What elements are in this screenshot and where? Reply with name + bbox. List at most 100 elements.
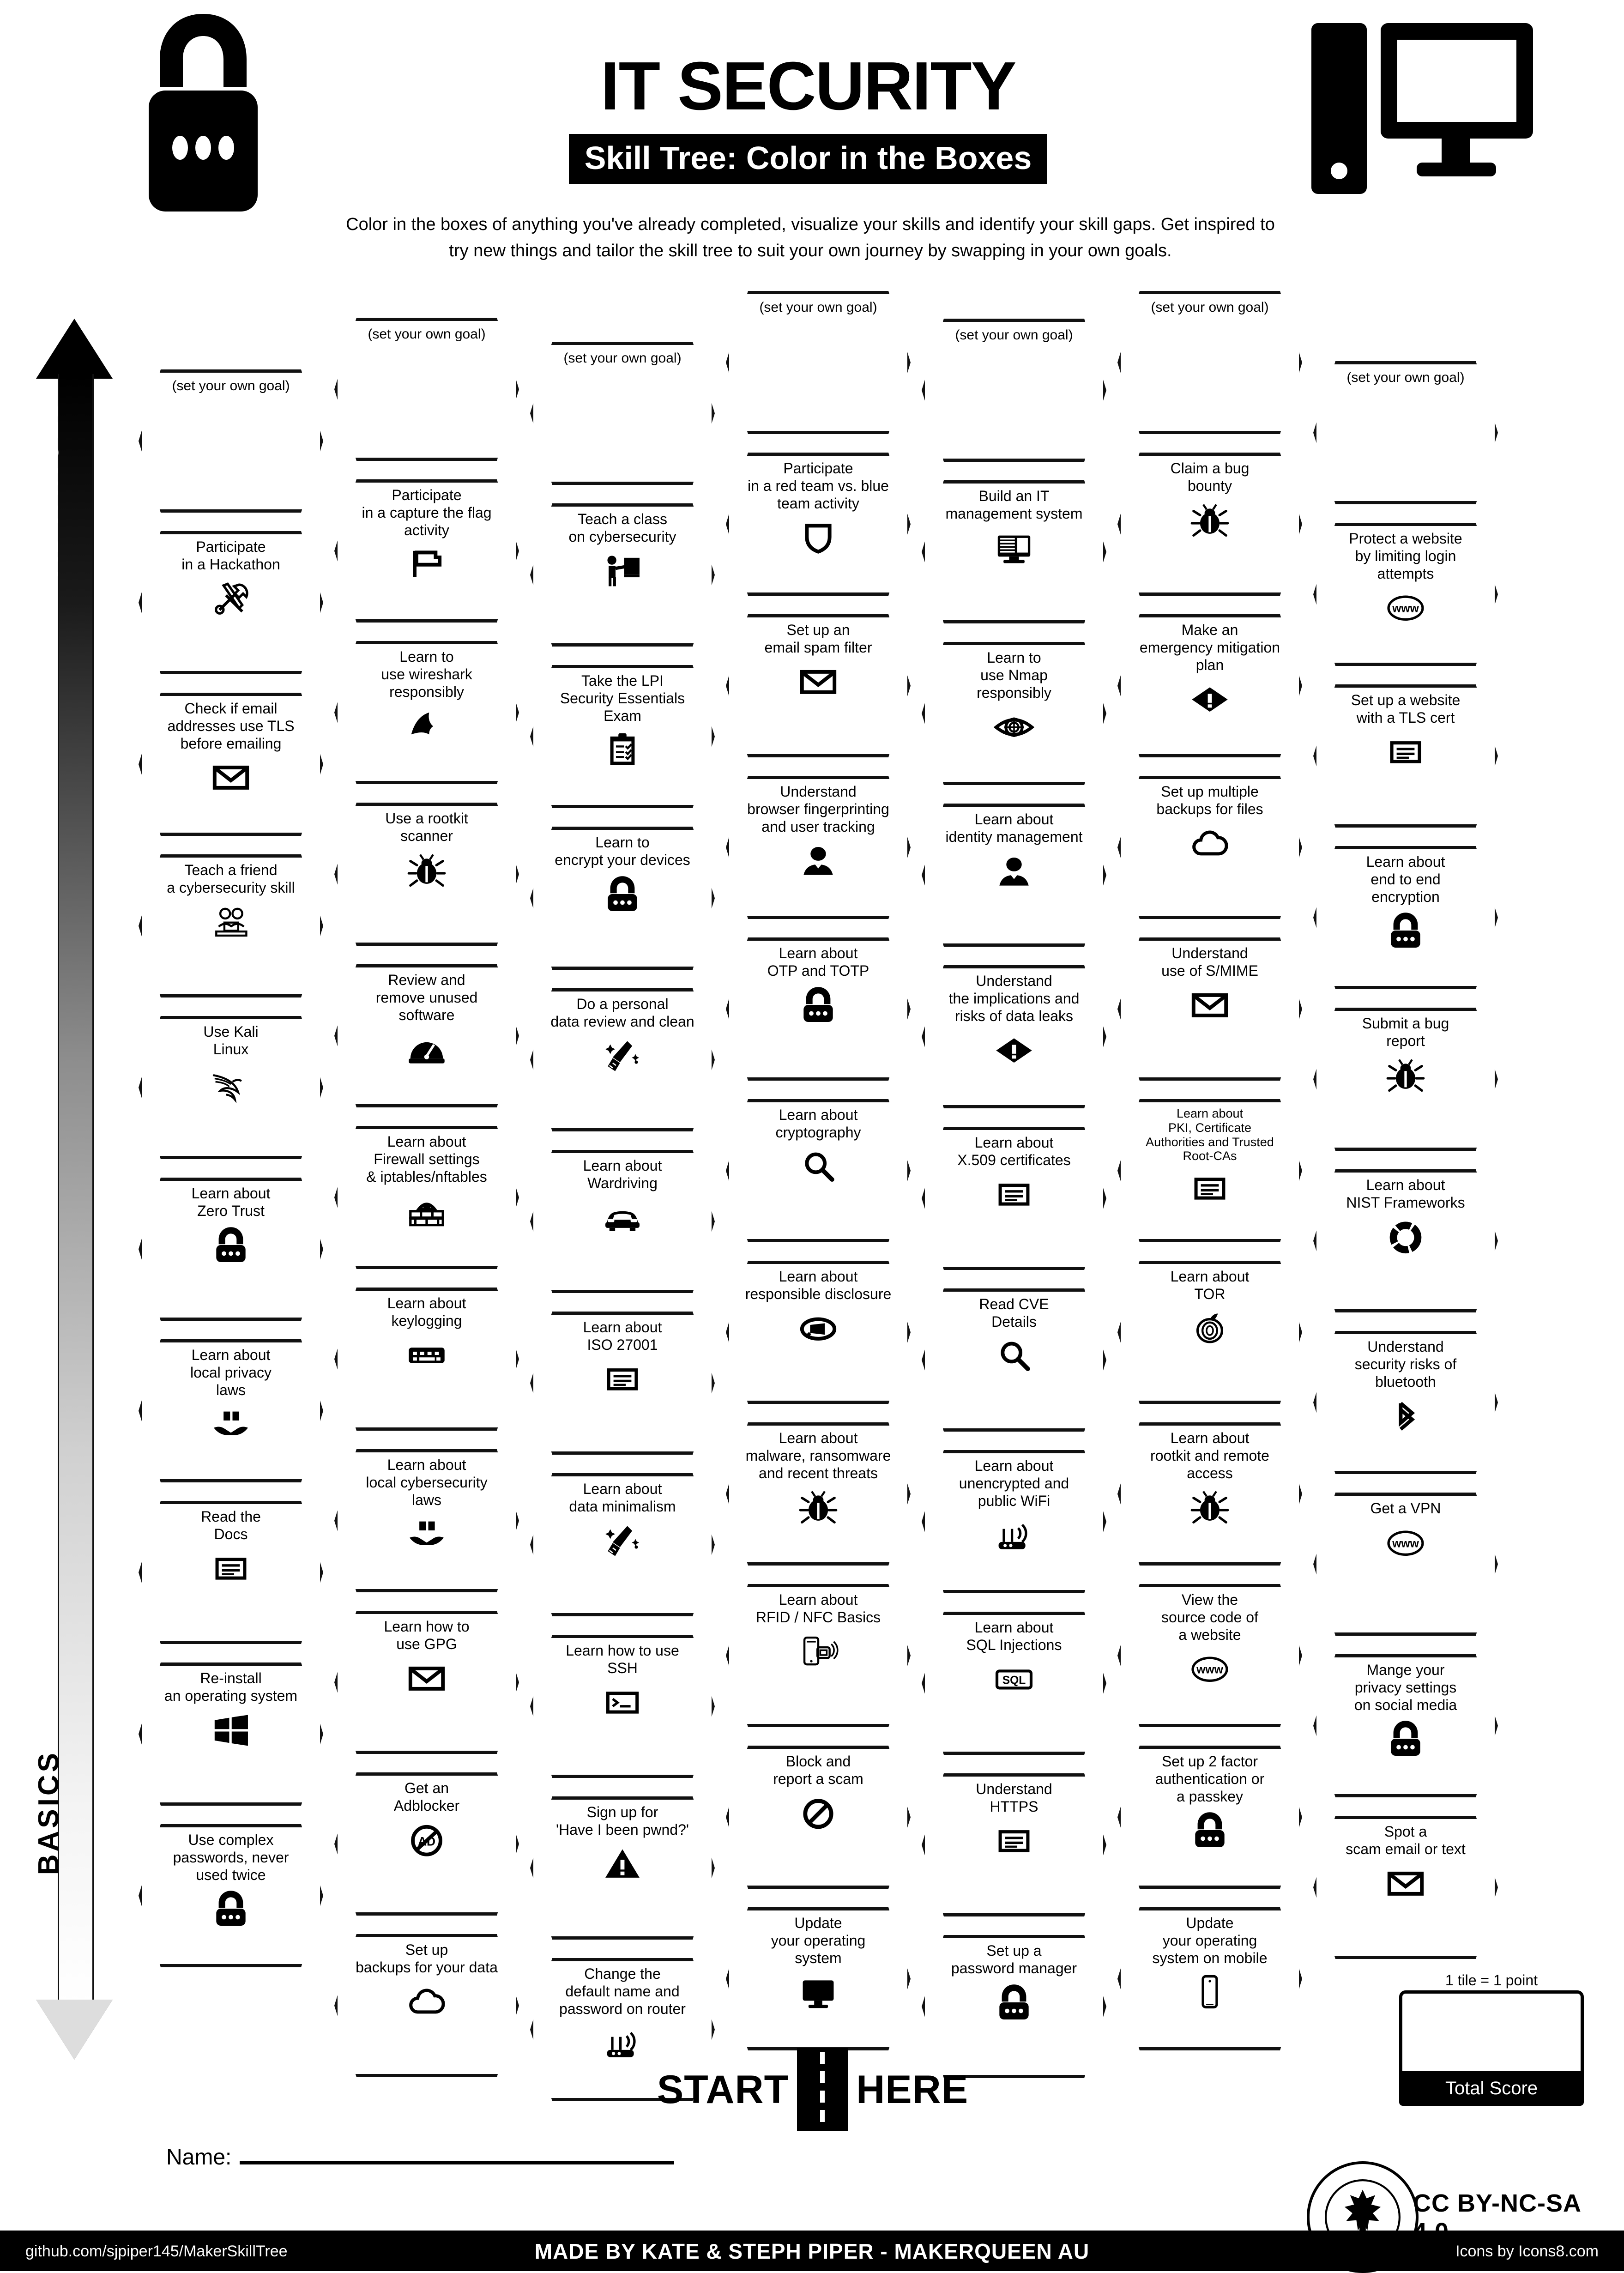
skill-tile[interactable]: Learn about NIST Frameworks [1313, 1169, 1498, 1312]
envelope-icon [798, 660, 839, 703]
skill-tile-label: Protect a website by limiting login attemp… [1349, 530, 1462, 582]
skill-tile[interactable]: Learn how to use GPG [334, 1611, 519, 1754]
skill-tile[interactable]: (set your own goal) [1117, 291, 1302, 434]
skill-tile[interactable]: Learn about cryptography [726, 1099, 911, 1242]
hex-outline [726, 453, 911, 596]
skill-tile[interactable]: Use complex passwords, never used twice [139, 1824, 323, 1967]
skill-tile[interactable]: View the source code of a website www [1117, 1584, 1302, 1727]
skill-tile[interactable]: Teach a class on cybersecurity [530, 503, 715, 647]
skill-tile[interactable]: Learn about responsible disclosure [726, 1261, 911, 1404]
skill-tile[interactable]: Review and remove unused software [334, 964, 519, 1107]
skill-tile[interactable]: (set your own goal) [1313, 361, 1498, 504]
skill-tile[interactable]: Learn about OTP and TOTP [726, 937, 911, 1081]
footer-repo-link[interactable]: github.com/sjpiper145/MakerSkillTree [25, 2243, 288, 2260]
skill-tile[interactable]: Understand use of S/MIME [1117, 937, 1302, 1081]
skill-tile[interactable]: Teach a friend a cybersecurity skill [139, 854, 323, 997]
skill-tile[interactable]: Read the Docs [139, 1501, 323, 1644]
skill-tile-label: (set your own goal) [759, 300, 877, 315]
skill-tile[interactable]: Get a VPN www [1313, 1493, 1498, 1636]
skill-tile[interactable]: Build an IT management system [922, 480, 1106, 623]
skill-tile[interactable]: Learn about keylogging [334, 1288, 519, 1431]
skill-tile[interactable]: Claim a bug bounty [1117, 453, 1302, 596]
skill-tile[interactable]: Learn how to use SSH [530, 1635, 715, 1778]
skill-tile[interactable]: Learn about unencrypted and public WiFi [922, 1450, 1106, 1593]
skill-tile[interactable]: Learn about data minimalism [530, 1473, 715, 1616]
tile-content: Read CVE Details [922, 1288, 1106, 1432]
skill-tile-label: Make an emergency mitigation plan [1139, 622, 1280, 673]
name-input-line[interactable] [240, 2143, 674, 2164]
skill-tile[interactable]: Set up an email spam filter [726, 614, 911, 757]
skill-tile[interactable]: Block and report a scam [726, 1746, 911, 1889]
skill-tile[interactable]: Set up a password manager [922, 1935, 1106, 2078]
skill-tile[interactable]: Learn to use Nmap responsibly [922, 642, 1106, 785]
total-score-box[interactable]: Total Score [1399, 1990, 1584, 2106]
skill-tile[interactable]: Learn about Firewall settings & iptables/n… [334, 1126, 519, 1269]
skill-tile[interactable]: (set your own goal) [530, 342, 715, 485]
tile-content: Spot a scam email or text [1313, 1816, 1498, 1959]
skill-tile[interactable]: Spot a scam email or text [1313, 1816, 1498, 1959]
skill-tile[interactable]: Learn to encrypt your devices [530, 827, 715, 970]
tile-content: Understand the implications and risks of d… [922, 965, 1106, 1108]
skill-tile[interactable]: Learn about end to end encryption [1313, 846, 1498, 989]
skill-tile[interactable]: Understand security risks of bluetooth [1313, 1331, 1498, 1474]
skill-tile[interactable]: Participate in a Hackathon [139, 531, 323, 674]
skill-tile[interactable]: (set your own goal) [726, 291, 911, 434]
donut-chart-icon [1385, 1215, 1426, 1258]
skill-tile[interactable]: Learn about malware, ransomware and recent… [726, 1422, 911, 1566]
skill-tile[interactable]: Update your operating system on mobile [1117, 1907, 1302, 2050]
skill-tile[interactable]: Learn about identity management [922, 804, 1106, 947]
skill-tile[interactable]: Re-install an operating system [139, 1662, 323, 1806]
skill-tile[interactable]: Learn about SQL Injections SQL [922, 1612, 1106, 1755]
skill-tile[interactable]: (set your own goal) [334, 318, 519, 461]
skill-tile[interactable]: Participate in a capture the flag activity [334, 479, 519, 623]
skill-tile-label: (set your own goal) [1151, 300, 1269, 315]
skill-tile[interactable]: (set your own goal) [139, 369, 323, 513]
subtitle-wrap: Skill Tree: Color in the Boxes [416, 134, 1201, 184]
skill-tile[interactable]: Do a personal data review and clean [530, 988, 715, 1131]
hex-outline [1313, 361, 1498, 504]
skill-tile[interactable]: Learn about local privacy laws [139, 1339, 323, 1482]
skill-tile-label: Learn about NIST Frameworks [1346, 1177, 1465, 1211]
skill-tile[interactable]: Use Kali Linux [139, 1016, 323, 1159]
skill-tile[interactable]: Set up backups for your data [334, 1934, 519, 2077]
skill-tile[interactable]: Learn about ISO 27001 [530, 1312, 715, 1455]
skill-tile[interactable]: Learn about PKI, Certificate Authorities a… [1117, 1099, 1302, 1242]
skill-tile[interactable]: Participate in a red team vs. blue team ac… [726, 453, 911, 596]
skill-tile[interactable]: Set up a website with a TLS cert [1313, 684, 1498, 828]
skill-tile[interactable]: Understand browser fingerprinting and user… [726, 776, 911, 919]
skill-tile[interactable]: Submit a bug report [1313, 1008, 1498, 1151]
skill-tile[interactable]: Set up 2 factor authentication or a passke… [1117, 1746, 1302, 1889]
skill-tile[interactable]: Understand the implications and risks of d… [922, 965, 1106, 1108]
skill-tile-label: Learn about RFID / NFC Basics [755, 1591, 881, 1626]
tile-content: Learn how to use GPG [334, 1611, 519, 1754]
tile-content: (set your own goal) [530, 342, 715, 485]
skill-tile[interactable]: (set your own goal) [922, 319, 1106, 462]
footer-icons-credit[interactable]: Icons by Icons8.com [1455, 2243, 1599, 2260]
skill-tile[interactable]: Learn about Zero Trust [139, 1178, 323, 1321]
skill-tile[interactable]: Read CVE Details [922, 1288, 1106, 1432]
skill-tile[interactable]: Make an emergency mitigation plan [1117, 614, 1302, 757]
router-icon [602, 2021, 643, 2064]
skill-tile[interactable]: Mange your privacy settings on social medi… [1313, 1654, 1498, 1797]
skill-tile[interactable]: Learn about RFID / NFC Basics [726, 1584, 911, 1727]
skill-tile[interactable]: Set up multiple backups for files [1117, 776, 1302, 919]
skill-tile-label: Sign up for 'Have I been pwnd?' [556, 1804, 689, 1838]
skill-tile[interactable]: Learn to use wireshark responsibly [334, 641, 519, 784]
skill-tile[interactable]: Update your operating system [726, 1907, 911, 2050]
skill-tile[interactable]: Learn about TOR [1117, 1261, 1302, 1404]
tile-content: Learn about Firewall settings & iptables/n… [334, 1126, 519, 1269]
skill-tile[interactable]: Understand HTTPS [922, 1773, 1106, 1916]
skill-tile[interactable]: Learn about local cybersecurity laws [334, 1449, 519, 1592]
skill-tile[interactable]: Use a rootkit scanner [334, 803, 519, 946]
skill-tile[interactable]: Learn about Wardriving [530, 1150, 715, 1293]
skill-tile[interactable]: Learn about X.509 certificates [922, 1127, 1106, 1270]
skill-tile[interactable]: Learn about rootkit and remote access [1117, 1422, 1302, 1566]
skill-tile[interactable]: Check if email addresses use TLS before em… [139, 693, 323, 836]
skill-tile[interactable]: Protect a website by limiting login attemp… [1313, 523, 1498, 666]
skill-tile[interactable]: Change the default name and password on ro… [530, 1958, 715, 2101]
hex-outline [1117, 1422, 1302, 1566]
name-row[interactable]: Name: [166, 2143, 674, 2170]
skill-tile[interactable]: Sign up for 'Have I been pwnd?' [530, 1796, 715, 1940]
skill-tile[interactable]: Take the LPI Security Essentials Exam [530, 665, 715, 808]
